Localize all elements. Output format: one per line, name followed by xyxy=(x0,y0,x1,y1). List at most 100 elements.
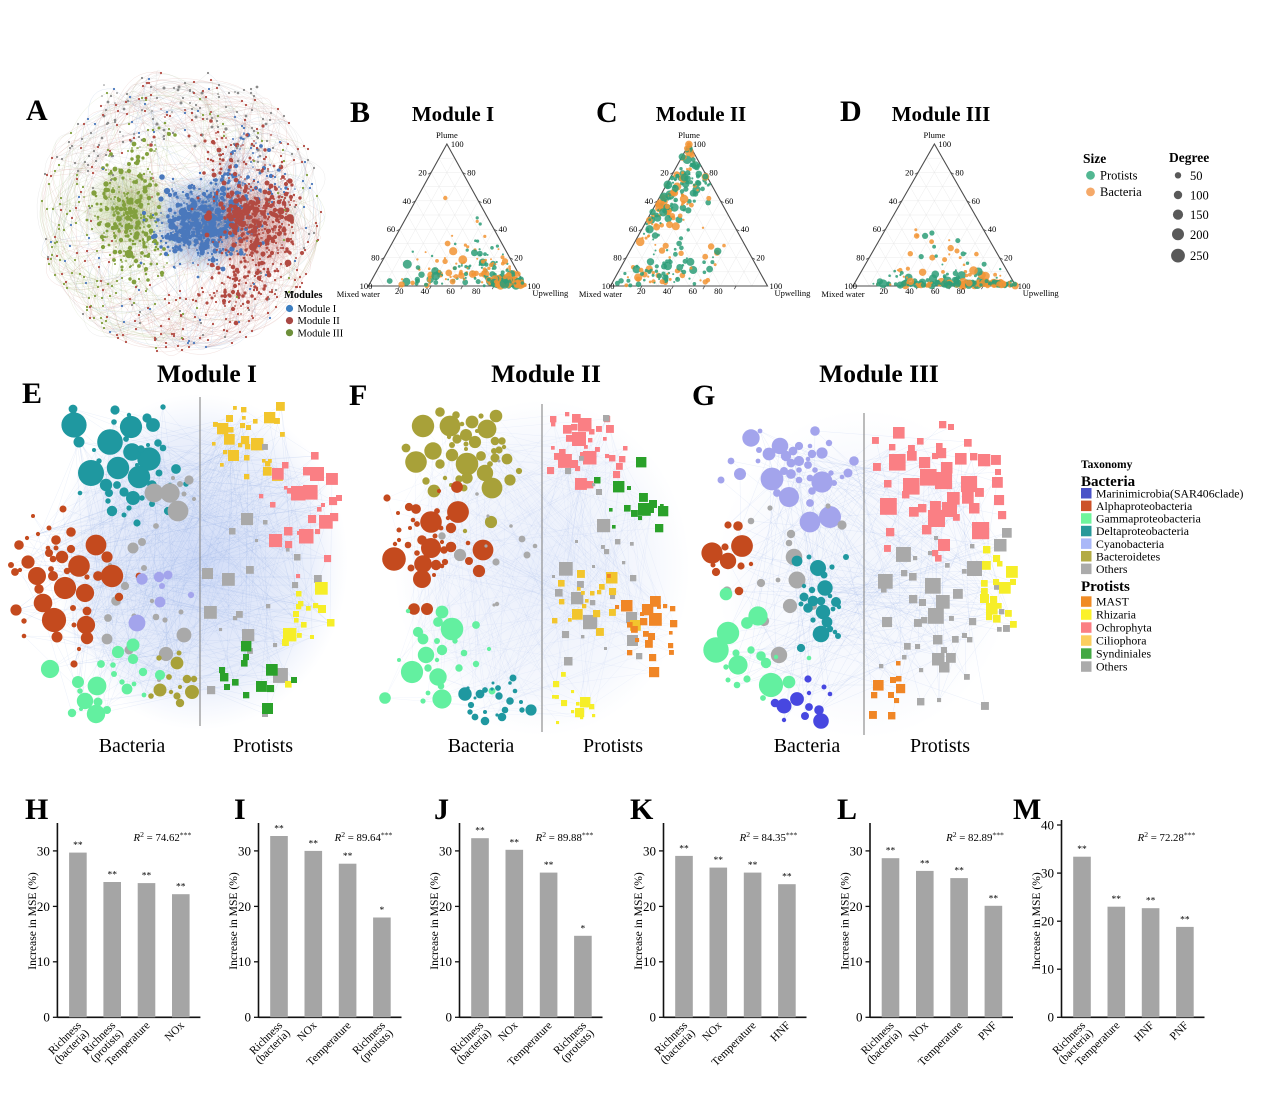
svg-text:80: 80 xyxy=(467,167,476,177)
svg-text:**: ** xyxy=(920,859,930,869)
svg-text:Increase in MSE (%): Increase in MSE (%) xyxy=(227,872,240,970)
svg-text:Module II: Module II xyxy=(298,316,341,327)
svg-text:20: 20 xyxy=(850,899,863,914)
svg-text:100: 100 xyxy=(1190,189,1209,203)
svg-text:Upwelling: Upwelling xyxy=(775,288,812,298)
svg-text:250: 250 xyxy=(1190,249,1209,263)
svg-text:**: ** xyxy=(1146,897,1156,907)
svg-text:MAST: MAST xyxy=(1096,595,1130,609)
svg-text:**: ** xyxy=(886,847,896,857)
svg-text:Syndiniales: Syndiniales xyxy=(1096,647,1151,661)
svg-text:60: 60 xyxy=(688,286,697,296)
svg-text:30: 30 xyxy=(238,843,251,858)
svg-text:R2 = 72.28***: R2 = 72.28*** xyxy=(1137,830,1196,844)
svg-text:**: ** xyxy=(309,839,319,849)
svg-text:Gammaproteobacteria: Gammaproteobacteria xyxy=(1096,512,1202,526)
svg-text:**: ** xyxy=(1112,895,1122,905)
svg-text:R2 = 84.35***: R2 = 84.35*** xyxy=(739,830,798,844)
svg-text:40: 40 xyxy=(889,196,898,206)
svg-text:150: 150 xyxy=(1190,208,1209,222)
svg-text:80: 80 xyxy=(613,253,622,263)
svg-text:0: 0 xyxy=(446,1010,453,1025)
svg-text:Bacteria: Bacteria xyxy=(448,735,515,757)
svg-text:80: 80 xyxy=(709,167,718,177)
svg-text:20: 20 xyxy=(643,899,656,914)
svg-text:Bacteria: Bacteria xyxy=(1100,185,1142,199)
svg-text:40: 40 xyxy=(1041,817,1054,832)
svg-text:40: 40 xyxy=(663,286,672,296)
svg-text:Increase in MSE (%): Increase in MSE (%) xyxy=(428,872,441,970)
svg-text:B: B xyxy=(350,96,370,129)
svg-text:20: 20 xyxy=(37,899,50,914)
svg-text:60: 60 xyxy=(972,196,981,206)
svg-text:Degree: Degree xyxy=(1169,150,1209,165)
svg-text:80: 80 xyxy=(856,253,865,263)
svg-text:100: 100 xyxy=(602,281,615,291)
svg-text:0: 0 xyxy=(1048,1010,1055,1025)
svg-text:40: 40 xyxy=(499,224,508,234)
svg-text:H: H xyxy=(25,793,48,826)
svg-text:0: 0 xyxy=(856,1010,863,1025)
svg-text:Size: Size xyxy=(1083,151,1106,166)
svg-text:0: 0 xyxy=(245,1010,252,1025)
svg-text:100: 100 xyxy=(938,139,951,149)
svg-text:80: 80 xyxy=(955,167,964,177)
svg-text:**: ** xyxy=(73,841,83,851)
svg-text:Protists: Protists xyxy=(1100,169,1138,183)
svg-text:Module III: Module III xyxy=(819,359,939,388)
svg-text:**: ** xyxy=(954,867,964,877)
svg-text:Bacteria: Bacteria xyxy=(774,735,841,757)
svg-text:10: 10 xyxy=(439,954,452,969)
svg-text:10: 10 xyxy=(643,954,656,969)
svg-text:40: 40 xyxy=(988,224,997,234)
svg-text:30: 30 xyxy=(643,843,656,858)
svg-text:60: 60 xyxy=(725,196,734,206)
svg-text:20: 20 xyxy=(905,167,914,177)
svg-text:Mixed water: Mixed water xyxy=(821,289,864,299)
svg-text:10: 10 xyxy=(238,954,251,969)
svg-text:R2 = 89.64***: R2 = 89.64*** xyxy=(334,830,393,844)
svg-text:60: 60 xyxy=(931,286,940,296)
svg-text:Others: Others xyxy=(1096,562,1128,576)
svg-text:20: 20 xyxy=(418,167,427,177)
svg-text:Plume: Plume xyxy=(436,130,458,140)
svg-text:Module III: Module III xyxy=(298,328,344,339)
svg-text:Others: Others xyxy=(1096,660,1128,674)
svg-text:Ciliophora: Ciliophora xyxy=(1096,634,1147,648)
svg-text:100: 100 xyxy=(693,139,706,149)
svg-text:30: 30 xyxy=(1041,866,1054,881)
svg-text:20: 20 xyxy=(1041,914,1054,929)
svg-text:Module I: Module I xyxy=(298,304,337,315)
svg-text:100: 100 xyxy=(451,139,464,149)
svg-text:30: 30 xyxy=(37,843,50,858)
svg-text:A: A xyxy=(26,94,48,127)
svg-text:Mixed water: Mixed water xyxy=(579,289,622,299)
svg-text:30: 30 xyxy=(850,843,863,858)
svg-text:Upwelling: Upwelling xyxy=(532,288,569,298)
svg-text:C: C xyxy=(596,96,618,129)
svg-text:**: ** xyxy=(142,872,152,882)
svg-text:200: 200 xyxy=(1190,228,1209,242)
svg-text:80: 80 xyxy=(714,286,723,296)
svg-text:60: 60 xyxy=(629,224,638,234)
svg-text:**: ** xyxy=(176,883,186,893)
svg-text:80: 80 xyxy=(371,253,380,263)
svg-text:20: 20 xyxy=(238,899,251,914)
svg-text:Marinimicrobia(SAR406clade): Marinimicrobia(SAR406clade) xyxy=(1096,486,1243,500)
svg-text:G: G xyxy=(692,379,715,412)
svg-text:**: ** xyxy=(475,827,485,837)
svg-text:Module III: Module III xyxy=(892,102,991,126)
svg-text:**: ** xyxy=(343,852,353,862)
svg-text:100: 100 xyxy=(1018,281,1031,291)
svg-text:R2 = 89.88***: R2 = 89.88*** xyxy=(535,830,594,844)
svg-text:60: 60 xyxy=(873,224,882,234)
svg-text:I: I xyxy=(234,793,246,826)
svg-text:Increase in MSE (%): Increase in MSE (%) xyxy=(1030,872,1043,970)
svg-text:Module II: Module II xyxy=(491,359,601,388)
svg-text:**: ** xyxy=(748,861,758,871)
svg-text:D: D xyxy=(840,95,862,128)
svg-text:Cyanobacteria: Cyanobacteria xyxy=(1096,537,1165,551)
svg-text:10: 10 xyxy=(850,954,863,969)
svg-text:40: 40 xyxy=(905,286,914,296)
svg-text:**: ** xyxy=(1077,845,1087,855)
